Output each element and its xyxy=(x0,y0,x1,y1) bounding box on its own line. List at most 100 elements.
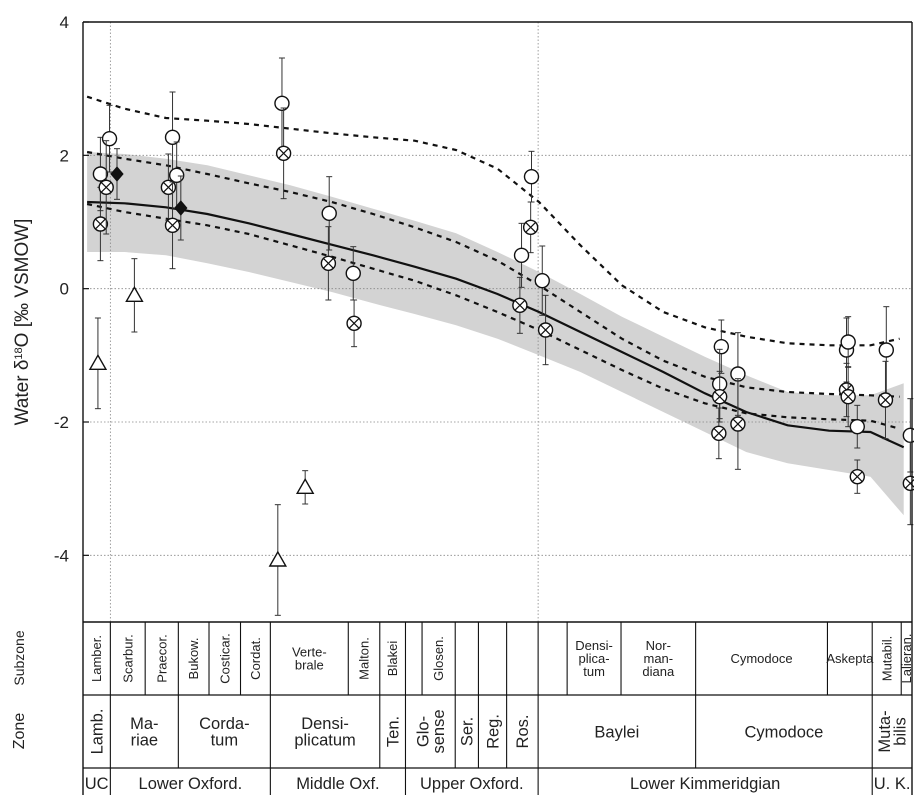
dashed-curve xyxy=(86,202,900,430)
marker xyxy=(849,418,865,435)
circle-cross-point xyxy=(346,299,362,348)
circle-point xyxy=(321,176,337,251)
circle-cross-point xyxy=(160,153,177,222)
circle-cross-point xyxy=(877,360,894,440)
stage-label: Lower Kimmeridgian xyxy=(630,775,780,793)
row-label-zone: Zone xyxy=(11,713,28,750)
mean-curve xyxy=(87,200,905,449)
subzone-label: Malton. xyxy=(357,637,372,680)
marker-cross xyxy=(880,394,891,406)
circle-point xyxy=(164,91,181,184)
circle-point xyxy=(168,141,185,210)
circle-point xyxy=(523,150,540,203)
y-axis-label-part: O [‰ VSMOW] xyxy=(12,219,33,348)
circle-cross-point xyxy=(730,378,746,470)
circle-cross-point xyxy=(840,366,856,428)
zone-label: bilis xyxy=(892,717,910,745)
marker-cross xyxy=(100,182,112,193)
marker-cross xyxy=(525,222,536,233)
circle-cross-point xyxy=(164,181,181,270)
circle-cross-point xyxy=(92,186,109,262)
marker-cross xyxy=(732,418,744,430)
stage-label: U. K. xyxy=(874,775,911,793)
subzone-label: man- xyxy=(644,651,674,666)
subzone-label: Cordat. xyxy=(248,637,263,680)
zone-label: Ros. xyxy=(514,715,532,749)
circle-cross-point xyxy=(98,140,114,235)
marker xyxy=(101,130,118,147)
zone-label: Corda- xyxy=(199,715,249,733)
zone-label: Lamb. xyxy=(88,709,106,755)
zone-label: Ten. xyxy=(384,716,402,747)
circle-point xyxy=(878,306,895,394)
zone-label: Cymodoce xyxy=(744,723,823,741)
marker-cross xyxy=(842,391,854,402)
triangle-point xyxy=(125,258,144,333)
subzone-label: Praecor. xyxy=(154,634,169,682)
zone-label: Baylei xyxy=(594,723,639,741)
marker xyxy=(174,200,188,216)
row-label-subzone: Subzone xyxy=(11,630,27,685)
zone-label: sense xyxy=(430,709,448,753)
marker xyxy=(321,205,337,222)
subzone-label: Densi- xyxy=(575,638,613,653)
subzone-label: Lalieran. xyxy=(899,634,914,684)
marker-cross xyxy=(323,258,334,269)
marker xyxy=(534,272,550,289)
circle-cross-point xyxy=(275,107,292,200)
y-tick-label: -4 xyxy=(54,546,69,565)
stage-label: UC xyxy=(85,775,109,793)
y-axis-label-superscript: 18 xyxy=(13,347,25,359)
stage-label: Upper Oxford. xyxy=(420,775,524,793)
subzone-label: diana xyxy=(642,664,675,679)
subzone-label: Costicar. xyxy=(217,633,232,684)
circle-cross-point xyxy=(537,294,554,366)
marker xyxy=(125,285,144,303)
zone-label: Reg. xyxy=(484,714,502,749)
marker-cross xyxy=(95,218,106,230)
axes: 4 2 0 -2 -4 Water δ18O [‰ VSMOW] xyxy=(12,13,913,622)
zone-label: Muta- xyxy=(876,710,894,752)
subzone-label: Cymodoce xyxy=(730,651,792,666)
stage-label: Lower Oxford. xyxy=(139,775,243,793)
marker xyxy=(878,342,895,358)
marker-cross xyxy=(540,324,551,336)
zone-label: Ser. xyxy=(459,717,477,746)
triangle-point xyxy=(268,504,288,616)
y-tick-label: 0 xyxy=(60,280,69,299)
marker xyxy=(88,353,108,371)
y-tick-label: 2 xyxy=(60,146,69,165)
circle-cross-point xyxy=(849,459,865,494)
marker-cross xyxy=(167,220,178,231)
marker xyxy=(110,166,124,182)
triangle-point xyxy=(88,317,108,410)
circle-point xyxy=(713,319,730,374)
y-tick-label: -2 xyxy=(54,413,69,432)
marker xyxy=(268,550,288,567)
subzone-label: Mutabil. xyxy=(879,636,894,682)
marker xyxy=(713,338,730,355)
zone-label: Densi- xyxy=(301,715,349,733)
circle-point xyxy=(840,316,856,368)
y-tick-label: 4 xyxy=(60,13,69,32)
subzone-label: Verte- xyxy=(292,645,327,660)
subzone-label: plica- xyxy=(579,651,610,666)
uncertainty-band xyxy=(87,152,904,516)
marker xyxy=(840,334,856,350)
curves xyxy=(86,95,905,449)
y-axis-label-part: Water δ xyxy=(12,360,33,426)
stage-label: Middle Oxf. xyxy=(296,775,379,793)
circle-cross-point xyxy=(711,407,727,460)
y-axis-label: Water δ18O [‰ VSMOW] xyxy=(12,219,33,426)
marker-cross xyxy=(514,300,526,311)
subzone-label: Bukow. xyxy=(186,638,201,680)
subzone-label: Scarbur. xyxy=(120,634,135,682)
confidence-band xyxy=(87,152,904,516)
marker-cross xyxy=(714,391,725,402)
marker xyxy=(523,168,540,185)
dashed-curve xyxy=(86,95,900,347)
subzone-label: Blakei xyxy=(385,641,400,677)
marker xyxy=(295,477,315,495)
data-points xyxy=(88,57,914,616)
